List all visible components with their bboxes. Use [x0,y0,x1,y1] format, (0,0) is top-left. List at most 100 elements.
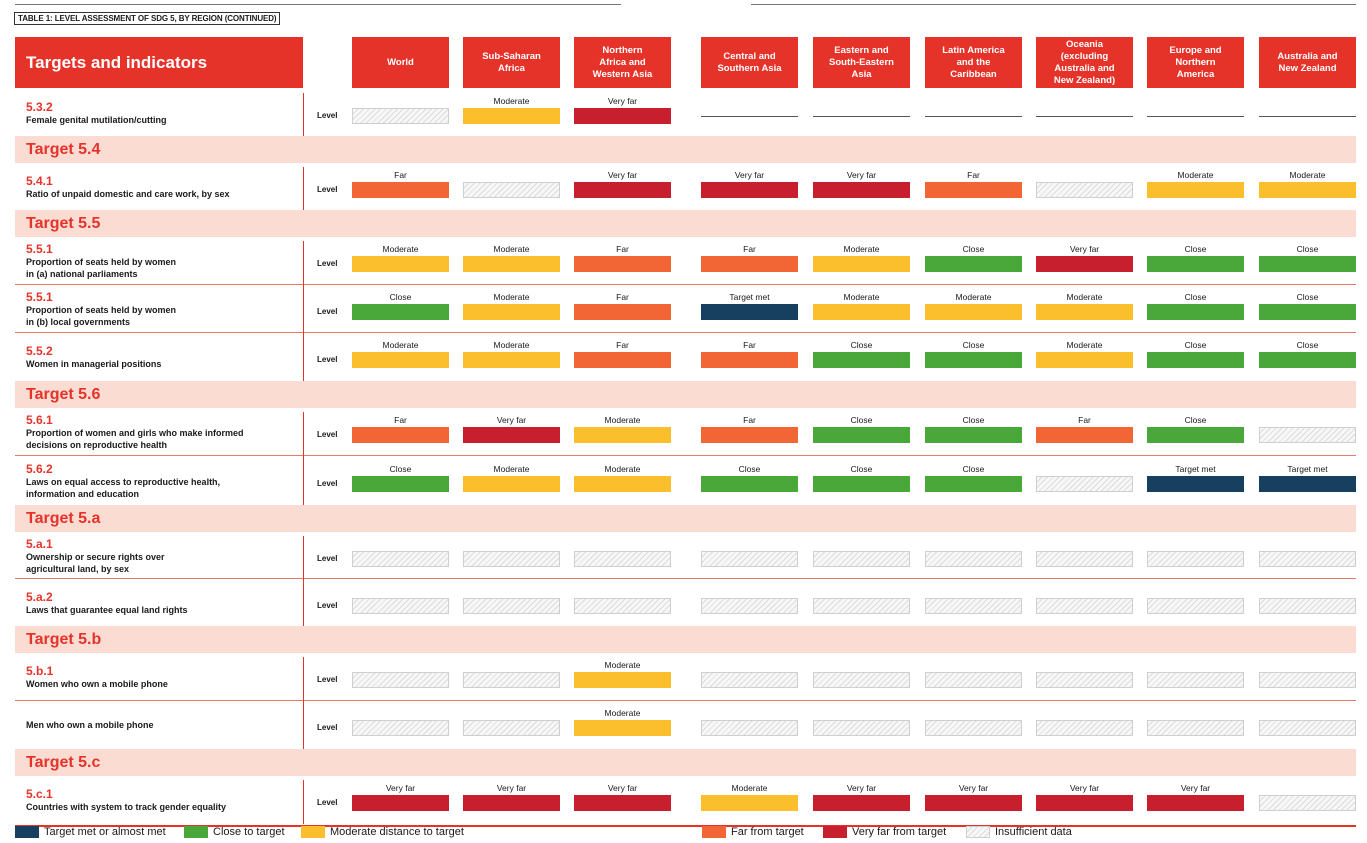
rating-cell [1147,701,1244,749]
rating-cell: Moderate [701,776,798,824]
rating-bar-veryfar [463,795,560,811]
indicator-description: agricultural land, by sex [26,563,130,574]
rating-bar-veryfar [1036,256,1133,272]
rating-cell [925,532,1022,579]
rating-cell: Close [352,285,449,333]
rating-cell: Close [1259,285,1356,333]
rating-label: Moderate [604,415,641,425]
rating-bar-insufficient [574,551,671,567]
rating-bar-insufficient [925,551,1022,567]
legend-label: Moderate distance to target [330,826,464,838]
rating-bar-moderate [574,720,671,736]
legend-item: Very far from target [823,826,946,838]
indicator-description: in (a) national parliaments [26,269,138,279]
target-label: Target 5.4 [26,141,101,158]
label-column-divider [303,657,304,749]
region-header-line: Africa and [599,56,646,68]
rating-cell: Moderate [1147,163,1244,210]
rating-bar-far [574,304,671,320]
region-header: Oceania (excluding Australia and New Zealan… [1036,37,1133,88]
rating-cell [701,579,798,626]
indicator-description: Women in managerial positions [26,359,162,369]
region-header: Eastern and South-Eastern Asia [813,37,910,88]
rating-cell [1259,776,1356,824]
rating-bar-moderate [925,304,1022,320]
rating-cell: Very far [813,776,910,824]
rating-label: Moderate [493,244,530,254]
rating-label: Close [1296,244,1319,254]
rating-cell: Close [1259,237,1356,285]
rating-bar-insufficient [574,598,671,614]
rating-bar-moderate [463,476,560,492]
no-data-dash [701,116,798,117]
rating-bar-insufficient [1036,476,1133,492]
rating-bar-moderate [463,352,560,368]
rating-bar-close [813,352,910,368]
rating-bar-insufficient [1036,182,1133,198]
rating-cell [352,579,449,626]
rating-label: Moderate [1289,170,1326,180]
legend-label: Far from target [731,826,804,838]
row-divider [15,455,1356,456]
rating-cell: Moderate [463,456,560,505]
rating-cell: Very far [701,163,798,210]
rating-label: Very far [734,170,765,180]
region-header-text: Eastern and South-Eastern Asia [829,45,894,81]
rating-cell [574,579,671,626]
rating-bar-veryfar [574,795,671,811]
indicator-code: 5.c.1 [26,787,53,801]
rating-bar-insufficient [1147,672,1244,688]
legend-label: Very far from target [852,826,947,838]
rating-label: Very far [607,170,638,180]
rating-cell [463,653,560,701]
rating-bar-insufficient [1259,427,1356,443]
indicator-description: Laws on equal access to reproductive hea… [26,476,221,487]
region-header-line: South-Eastern [829,56,894,68]
rating-cell [1036,579,1133,626]
no-data-dash [1036,116,1133,117]
rating-cell: Moderate [463,89,560,136]
rating-cell [1147,653,1244,701]
rating-cell: Target met [701,285,798,333]
rating-label: Far [394,170,407,180]
no-data-dash [925,116,1022,117]
level-label: Level [317,675,338,684]
rating-bar-veryfar [925,795,1022,811]
rating-cell [1259,579,1356,626]
rating-bar-insufficient [925,672,1022,688]
rating-bar-close [352,476,449,492]
rating-bar-moderate [463,256,560,272]
rating-label: Close [962,464,985,474]
legend-item: Insufficient data [966,826,1072,838]
rating-cell: Far [1036,408,1133,456]
rating-label: Very far [1069,244,1100,254]
rating-cell: Moderate [463,333,560,381]
rating-bar-veryfar [813,182,910,198]
rating-bar-moderate [352,352,449,368]
indicator-label: Men who own a mobile phone [26,719,154,731]
region-header-line: Eastern and [834,44,889,56]
rating-label: Close [850,415,873,425]
rating-bar-insufficient [463,598,560,614]
rating-cell: Moderate [1036,285,1133,333]
legend-swatch-met [15,826,39,838]
rating-bar-insufficient [1259,598,1356,614]
indicator-description: Women who own a mobile phone [26,679,168,689]
rating-cell: Close [813,456,910,505]
rating-bar-insufficient [463,720,560,736]
rating-bar-moderate [352,256,449,272]
rating-cell [1147,89,1244,136]
rating-cell: Very far [813,163,910,210]
rating-cell [1036,653,1133,701]
region-header-line: New Zealand [1278,62,1337,74]
rating-label: Close [389,464,412,474]
rating-cell: Moderate [574,456,671,505]
rating-cell [352,89,449,136]
indicator-label: 5.6.1 Proportion of women and girls who m… [26,413,244,451]
target-row: Target 5.a [15,505,1356,532]
rating-label: Moderate [604,660,641,670]
rating-cell [925,579,1022,626]
indicator-label: 5.5.1 Proportion of seats held by women in… [26,242,176,280]
target-row: Target 5.b [15,626,1356,653]
rating-label: Far [967,170,980,180]
